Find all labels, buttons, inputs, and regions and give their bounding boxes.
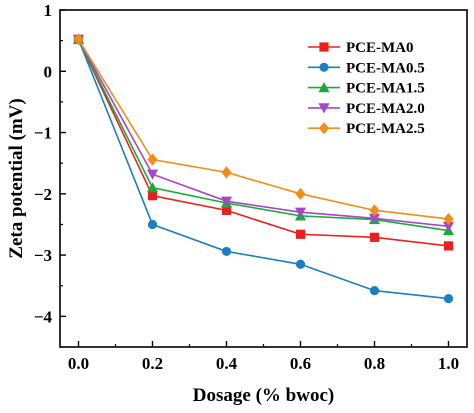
- data-point: [443, 212, 454, 226]
- legend-label: PCE-MA2.0: [346, 101, 425, 117]
- data-point: [368, 213, 381, 224]
- series-line: [77, 38, 449, 220]
- data-point: [369, 204, 380, 217]
- legend-marker: [319, 62, 329, 72]
- x-tick-label: 0.2: [142, 354, 163, 373]
- data-point: [295, 229, 306, 239]
- legend-label: PCE-MA2.5: [346, 121, 425, 137]
- y-axis-title: Zeta potential (mV): [6, 98, 27, 258]
- data-point: [147, 153, 158, 166]
- series-line: [77, 39, 449, 232]
- data-point: [442, 221, 455, 232]
- data-point: [147, 219, 158, 230]
- x-tick-label: 0.4: [216, 354, 238, 373]
- legend-marker: [318, 103, 330, 114]
- data-point: [443, 241, 454, 251]
- data-point: [146, 182, 159, 193]
- data-point: [369, 286, 380, 296]
- y-tick-label: 1: [44, 1, 53, 20]
- data-point: [221, 166, 232, 179]
- series-line: [77, 39, 449, 300]
- y-tick-label: −3: [34, 246, 52, 265]
- y-tick-label: −1: [34, 124, 52, 143]
- x-tick-label: 0.8: [364, 354, 385, 373]
- data-point: [295, 259, 306, 269]
- legend-marker: [318, 122, 330, 135]
- x-tick-label: 1.0: [438, 354, 459, 373]
- series-line: [77, 39, 449, 228]
- y-tick-label: −2: [34, 185, 52, 204]
- data-point: [147, 191, 158, 201]
- y-axis-ticks: 1 0 −1 −2 −3 −4: [34, 1, 66, 348]
- legend-item: PCE-MA1.5: [308, 81, 425, 97]
- data-point: [221, 205, 232, 215]
- data-point: [443, 293, 454, 304]
- data-point: [220, 196, 233, 207]
- legend-item: PCE-MA0.5: [308, 60, 425, 76]
- y-tick-label: −4: [34, 307, 53, 326]
- series-line: [77, 39, 449, 247]
- series-layer: [72, 33, 455, 304]
- data-point: [294, 207, 307, 218]
- x-tick-label: 0.0: [68, 354, 89, 373]
- legend: PCE-MA0 PCE-MA0.5 PCE-MA1.5 PCE-MA2.0 PCE-MA…: [308, 40, 425, 137]
- legend-label: PCE-MA0.5: [346, 60, 425, 76]
- legend-item: PCE-MA0: [308, 40, 414, 56]
- x-axis-ticks: 0.0 0.2 0.4 0.6 0.8 1.0: [68, 341, 459, 373]
- y-tick-label: 0: [44, 62, 53, 81]
- series-pce-ma2-5: [73, 33, 454, 226]
- legend-item: PCE-MA2.5: [308, 121, 425, 137]
- x-axis-title: Dosage (% bwoc): [193, 385, 334, 406]
- legend-label: PCE-MA0: [346, 40, 414, 56]
- data-point: [221, 246, 232, 257]
- legend-item: PCE-MA2.0: [308, 101, 425, 117]
- data-point: [146, 169, 159, 180]
- data-point: [295, 187, 306, 200]
- legend-marker: [319, 42, 329, 52]
- x-tick-label: 0.6: [290, 354, 311, 373]
- data-point: [73, 33, 84, 46]
- legend-label: PCE-MA1.5: [346, 81, 425, 97]
- data-point: [369, 232, 380, 242]
- legend-marker: [318, 82, 330, 93]
